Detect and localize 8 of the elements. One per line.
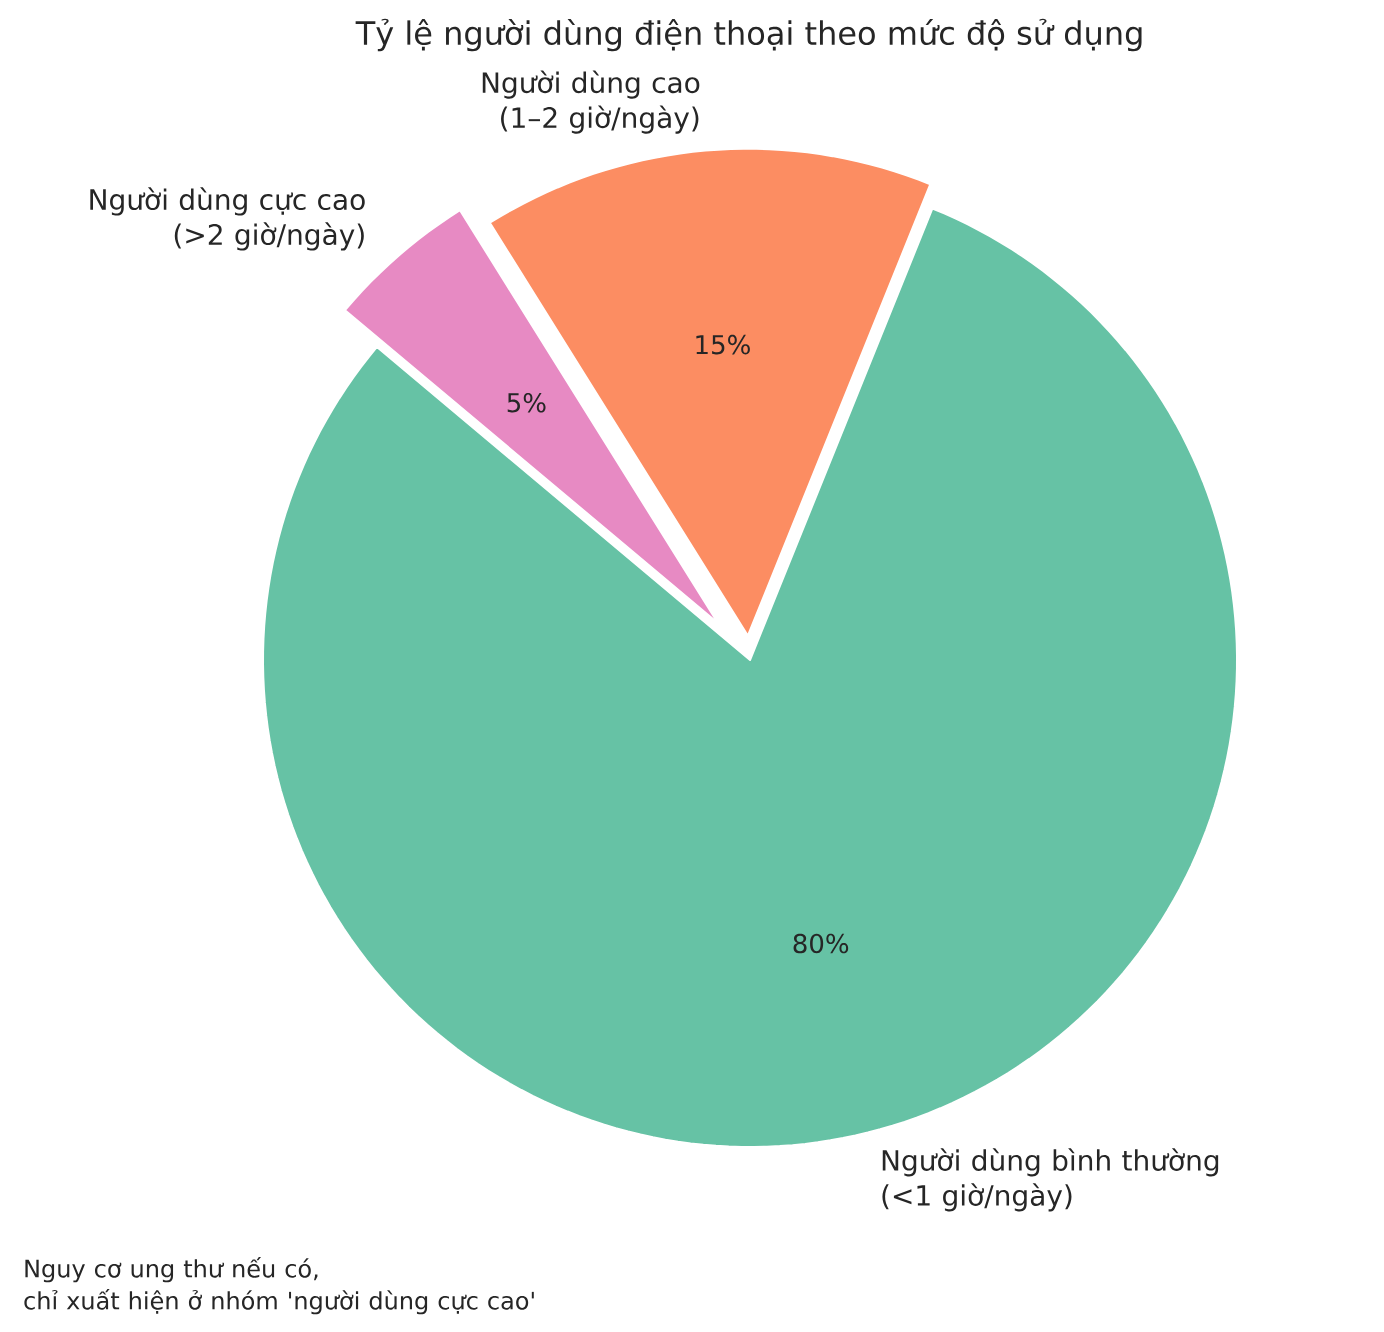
slice-label: Người dùng cực cao (>2 giờ/ngày) [90, 187, 365, 251]
slice-label: Người dùng bình thường (<1 giờ/ngày) [882, 1148, 1219, 1212]
data-label: 5% [507, 392, 546, 413]
data-label: 80% [793, 933, 849, 954]
chart-title: Tỷ lệ người dùng điện thoại theo mức độ sử dụng [355, 18, 1142, 52]
data-label: 15% [696, 334, 750, 355]
slice-label: Người dùng cao (1–2 giờ/ngày) [482, 70, 700, 134]
text: Nguy cơ ung thư nếu có, chỉ xuất hiện ở nhóm 'người dùng cực cao' [24, 1257, 534, 1315]
